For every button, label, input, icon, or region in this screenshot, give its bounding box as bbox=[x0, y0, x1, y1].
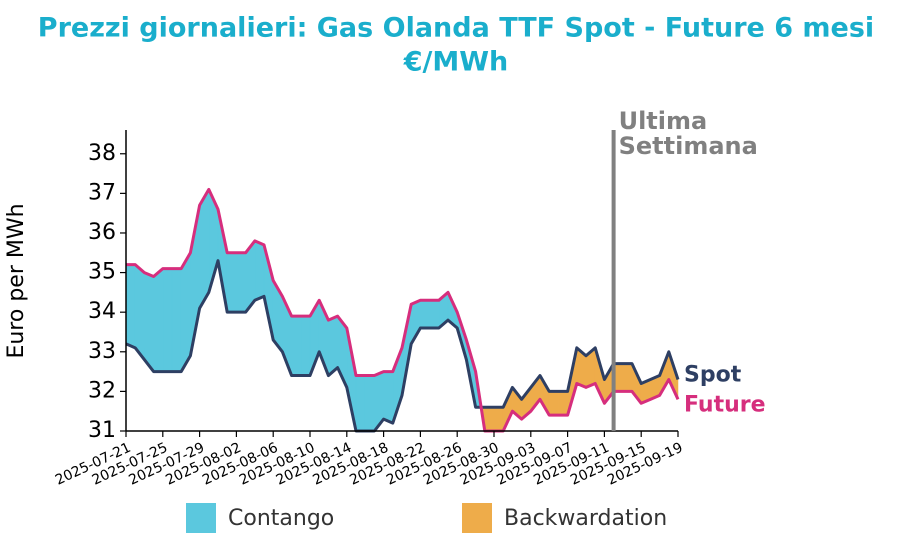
contango-fill bbox=[364, 375, 375, 432]
contango-fill bbox=[180, 251, 191, 373]
legend-swatch bbox=[462, 503, 492, 533]
contango-fill bbox=[291, 315, 302, 376]
y-tick-label: 33 bbox=[88, 339, 116, 364]
contango-fill bbox=[134, 264, 145, 361]
chart-title: Prezzi giornalieri: Gas Olanda TTF Spot … bbox=[38, 13, 874, 44]
y-tick-label: 36 bbox=[88, 220, 116, 245]
contango-fill bbox=[236, 252, 246, 313]
contango-fill bbox=[153, 268, 164, 372]
annotation-text: Settimana bbox=[619, 132, 758, 160]
contango-fill bbox=[420, 300, 430, 329]
contango-fill bbox=[300, 315, 311, 376]
series-label: Spot bbox=[684, 363, 742, 388]
y-axis-label: Euro per MWh bbox=[4, 203, 29, 358]
contango-fill bbox=[429, 300, 440, 329]
contango-fill bbox=[125, 264, 136, 349]
y-tick-label: 32 bbox=[88, 378, 116, 403]
y-tick-label: 37 bbox=[88, 180, 116, 205]
backwardation-fill bbox=[484, 406, 495, 432]
backwardation-fill bbox=[622, 363, 633, 392]
contango-fill bbox=[355, 375, 366, 432]
contango-fill bbox=[383, 371, 394, 424]
contango-fill bbox=[171, 268, 182, 372]
contango-fill bbox=[144, 272, 154, 373]
y-tick-label: 34 bbox=[88, 299, 116, 324]
series-line bbox=[126, 187, 680, 433]
contango-fill bbox=[254, 240, 265, 301]
series-label: Future bbox=[684, 392, 766, 417]
y-tick-label: 35 bbox=[88, 260, 116, 285]
legend-label: Contango bbox=[228, 506, 334, 531]
series-line bbox=[125, 259, 680, 433]
contango-fill bbox=[162, 268, 173, 372]
backwardation-fill bbox=[558, 391, 568, 416]
legend-swatch bbox=[186, 503, 216, 533]
backwardation-fill bbox=[493, 406, 504, 432]
chart-subtitle: €/MWh bbox=[403, 47, 509, 78]
annotation-text: Ultima bbox=[619, 107, 708, 135]
y-tick-label: 38 bbox=[88, 141, 116, 166]
contango-fill bbox=[199, 188, 210, 310]
contango-fill bbox=[226, 252, 237, 313]
contango-fill bbox=[328, 315, 338, 377]
backwardation-fill bbox=[548, 391, 559, 416]
legend-label: Backwardation bbox=[504, 506, 667, 531]
y-tick-label: 31 bbox=[88, 418, 116, 443]
